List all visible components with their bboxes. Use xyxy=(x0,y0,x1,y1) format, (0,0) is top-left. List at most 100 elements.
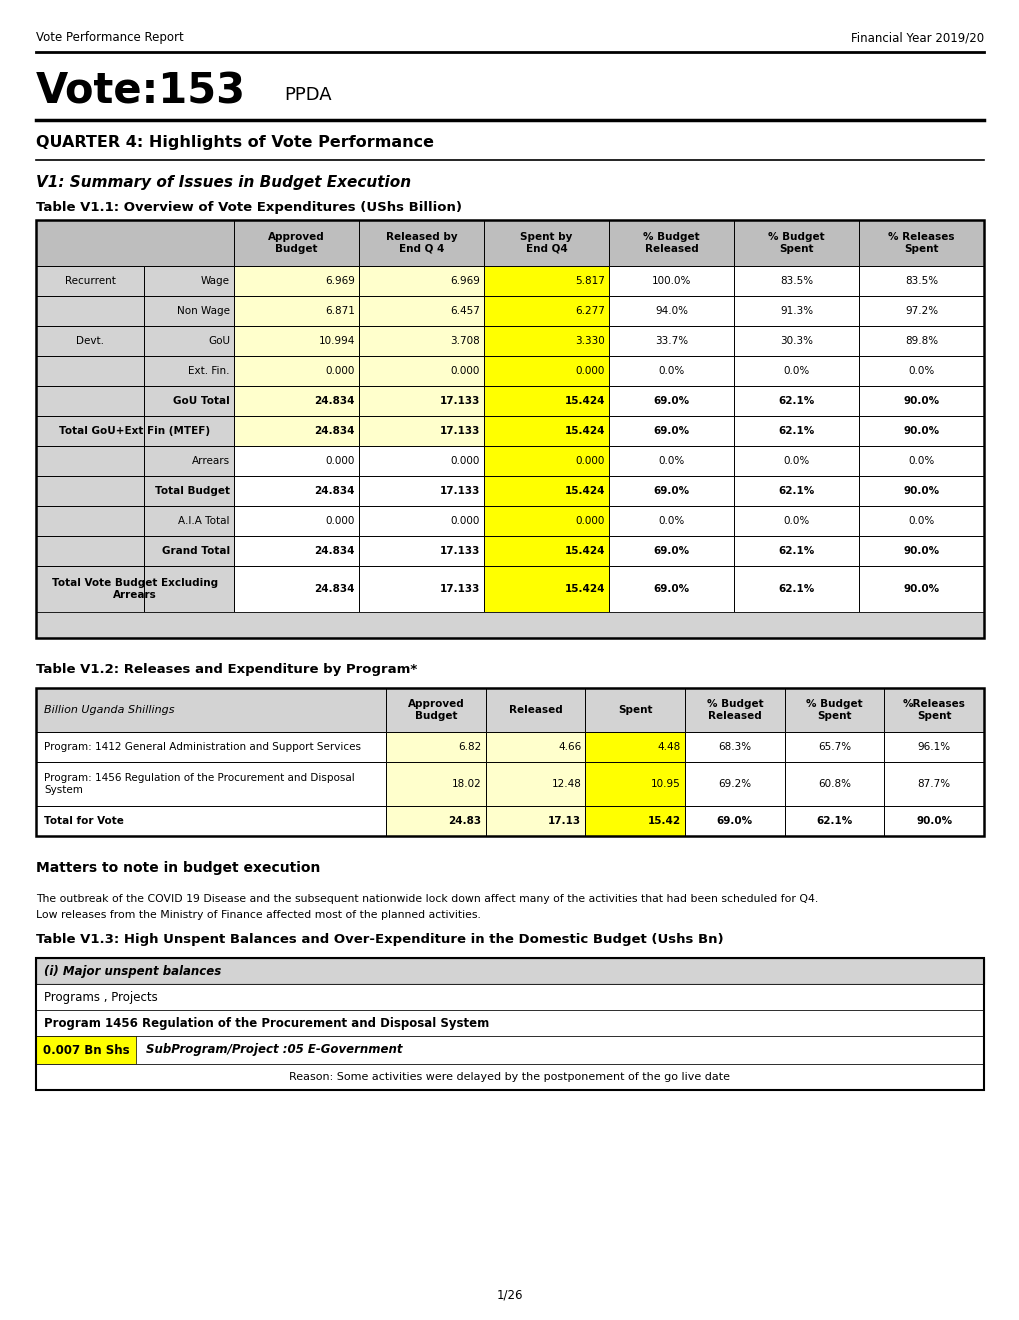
Text: 24.83: 24.83 xyxy=(448,816,481,826)
Text: 0.000: 0.000 xyxy=(575,366,604,376)
Text: 3.708: 3.708 xyxy=(449,337,480,346)
Bar xyxy=(36,446,144,477)
Bar xyxy=(608,446,734,477)
Bar xyxy=(484,385,608,416)
Text: Program: 1412 General Administration and Support Services: Program: 1412 General Administration and… xyxy=(44,742,361,752)
Bar xyxy=(233,446,359,477)
Text: 24.834: 24.834 xyxy=(314,486,355,496)
Text: 5.817: 5.817 xyxy=(575,276,604,286)
Bar xyxy=(485,688,585,733)
Text: 0.0%: 0.0% xyxy=(783,455,809,466)
Text: PPDA: PPDA xyxy=(283,86,331,104)
Bar xyxy=(359,446,484,477)
Text: Approved
Budget: Approved Budget xyxy=(268,232,325,253)
Bar xyxy=(484,356,608,385)
Bar xyxy=(608,267,734,296)
Text: 0.000: 0.000 xyxy=(450,455,480,466)
Text: Spent: Spent xyxy=(618,705,652,715)
Bar xyxy=(685,688,784,733)
Bar xyxy=(608,220,734,267)
Text: % Budget
Spent: % Budget Spent xyxy=(805,700,862,721)
Bar xyxy=(585,807,685,836)
Text: 90.0%: 90.0% xyxy=(915,816,952,826)
Text: 6.969: 6.969 xyxy=(449,276,480,286)
Text: Ext. Fin.: Ext. Fin. xyxy=(189,366,229,376)
Text: 15.424: 15.424 xyxy=(564,426,604,436)
Bar xyxy=(685,733,784,762)
Bar xyxy=(36,1064,983,1090)
Text: 6.82: 6.82 xyxy=(458,742,481,752)
Text: 10.95: 10.95 xyxy=(650,779,681,789)
Bar xyxy=(585,688,685,733)
Text: Program 1456 Regulation of the Procurement and Disposal System: Program 1456 Regulation of the Procureme… xyxy=(44,1016,489,1030)
Text: 18.02: 18.02 xyxy=(451,779,481,789)
Text: 90.0%: 90.0% xyxy=(903,486,938,496)
Bar xyxy=(144,566,233,612)
Text: % Releases
Spent: % Releases Spent xyxy=(888,232,954,253)
Bar xyxy=(484,477,608,506)
Text: Vote:153: Vote:153 xyxy=(36,71,246,114)
Text: 69.0%: 69.0% xyxy=(653,583,689,594)
Bar xyxy=(734,446,858,477)
Text: 65.7%: 65.7% xyxy=(817,742,850,752)
Text: %Releases
Spent: %Releases Spent xyxy=(902,700,965,721)
Bar xyxy=(883,762,983,807)
Text: 0.000: 0.000 xyxy=(325,455,355,466)
Bar xyxy=(734,536,858,566)
Text: 62.1%: 62.1% xyxy=(777,546,814,556)
Text: 90.0%: 90.0% xyxy=(903,583,938,594)
Bar xyxy=(734,267,858,296)
Text: 6.871: 6.871 xyxy=(325,306,355,315)
Bar xyxy=(36,416,144,446)
Text: 100.0%: 100.0% xyxy=(651,276,691,286)
Text: Table V1.2: Releases and Expenditure by Program*: Table V1.2: Releases and Expenditure by … xyxy=(36,664,417,676)
Bar xyxy=(144,267,233,296)
Text: 0.0%: 0.0% xyxy=(657,455,684,466)
Text: Total Vote Budget Excluding
Arrears: Total Vote Budget Excluding Arrears xyxy=(52,578,218,599)
Bar xyxy=(36,688,385,733)
Text: 0.0%: 0.0% xyxy=(908,455,933,466)
Text: Arrears: Arrears xyxy=(192,455,229,466)
Bar xyxy=(734,416,858,446)
Text: A.I.A Total: A.I.A Total xyxy=(178,516,229,525)
Text: 24.834: 24.834 xyxy=(314,583,355,594)
Text: 15.424: 15.424 xyxy=(564,583,604,594)
Bar xyxy=(608,296,734,326)
Bar xyxy=(36,296,144,326)
Bar xyxy=(858,566,983,612)
Text: Reason: Some activities were delayed by the postponement of the go live date: Reason: Some activities were delayed by … xyxy=(289,1072,730,1082)
Text: 15.424: 15.424 xyxy=(564,546,604,556)
Bar xyxy=(608,536,734,566)
Text: Billion Uganda Shillings: Billion Uganda Shillings xyxy=(44,705,174,715)
Text: 0.000: 0.000 xyxy=(325,516,355,525)
Text: 62.1%: 62.1% xyxy=(777,396,814,407)
Bar xyxy=(484,326,608,356)
Bar xyxy=(484,566,608,612)
Bar xyxy=(784,762,883,807)
Text: 24.834: 24.834 xyxy=(314,396,355,407)
Text: 0.0%: 0.0% xyxy=(783,516,809,525)
Bar xyxy=(144,536,233,566)
Bar xyxy=(385,733,485,762)
Text: 30.3%: 30.3% xyxy=(780,337,812,346)
Bar xyxy=(144,446,233,477)
Bar xyxy=(858,326,983,356)
Bar xyxy=(484,416,608,446)
Text: 24.834: 24.834 xyxy=(314,546,355,556)
Bar xyxy=(36,566,144,612)
Text: 17.133: 17.133 xyxy=(439,583,480,594)
Bar xyxy=(144,296,233,326)
Text: Approved
Budget: Approved Budget xyxy=(407,700,464,721)
Bar xyxy=(36,220,233,267)
Bar xyxy=(233,220,359,267)
Text: 0.000: 0.000 xyxy=(575,516,604,525)
Bar xyxy=(484,506,608,536)
Bar xyxy=(485,807,585,836)
Text: Program: 1456 Regulation of the Procurement and Disposal
System: Program: 1456 Regulation of the Procurem… xyxy=(44,774,355,795)
Bar xyxy=(233,296,359,326)
Text: SubProgram/Project :05 E-Government: SubProgram/Project :05 E-Government xyxy=(146,1044,403,1056)
Text: 24.834: 24.834 xyxy=(314,426,355,436)
Text: 83.5%: 83.5% xyxy=(780,276,812,286)
Text: Wage: Wage xyxy=(201,276,229,286)
Bar xyxy=(608,416,734,446)
